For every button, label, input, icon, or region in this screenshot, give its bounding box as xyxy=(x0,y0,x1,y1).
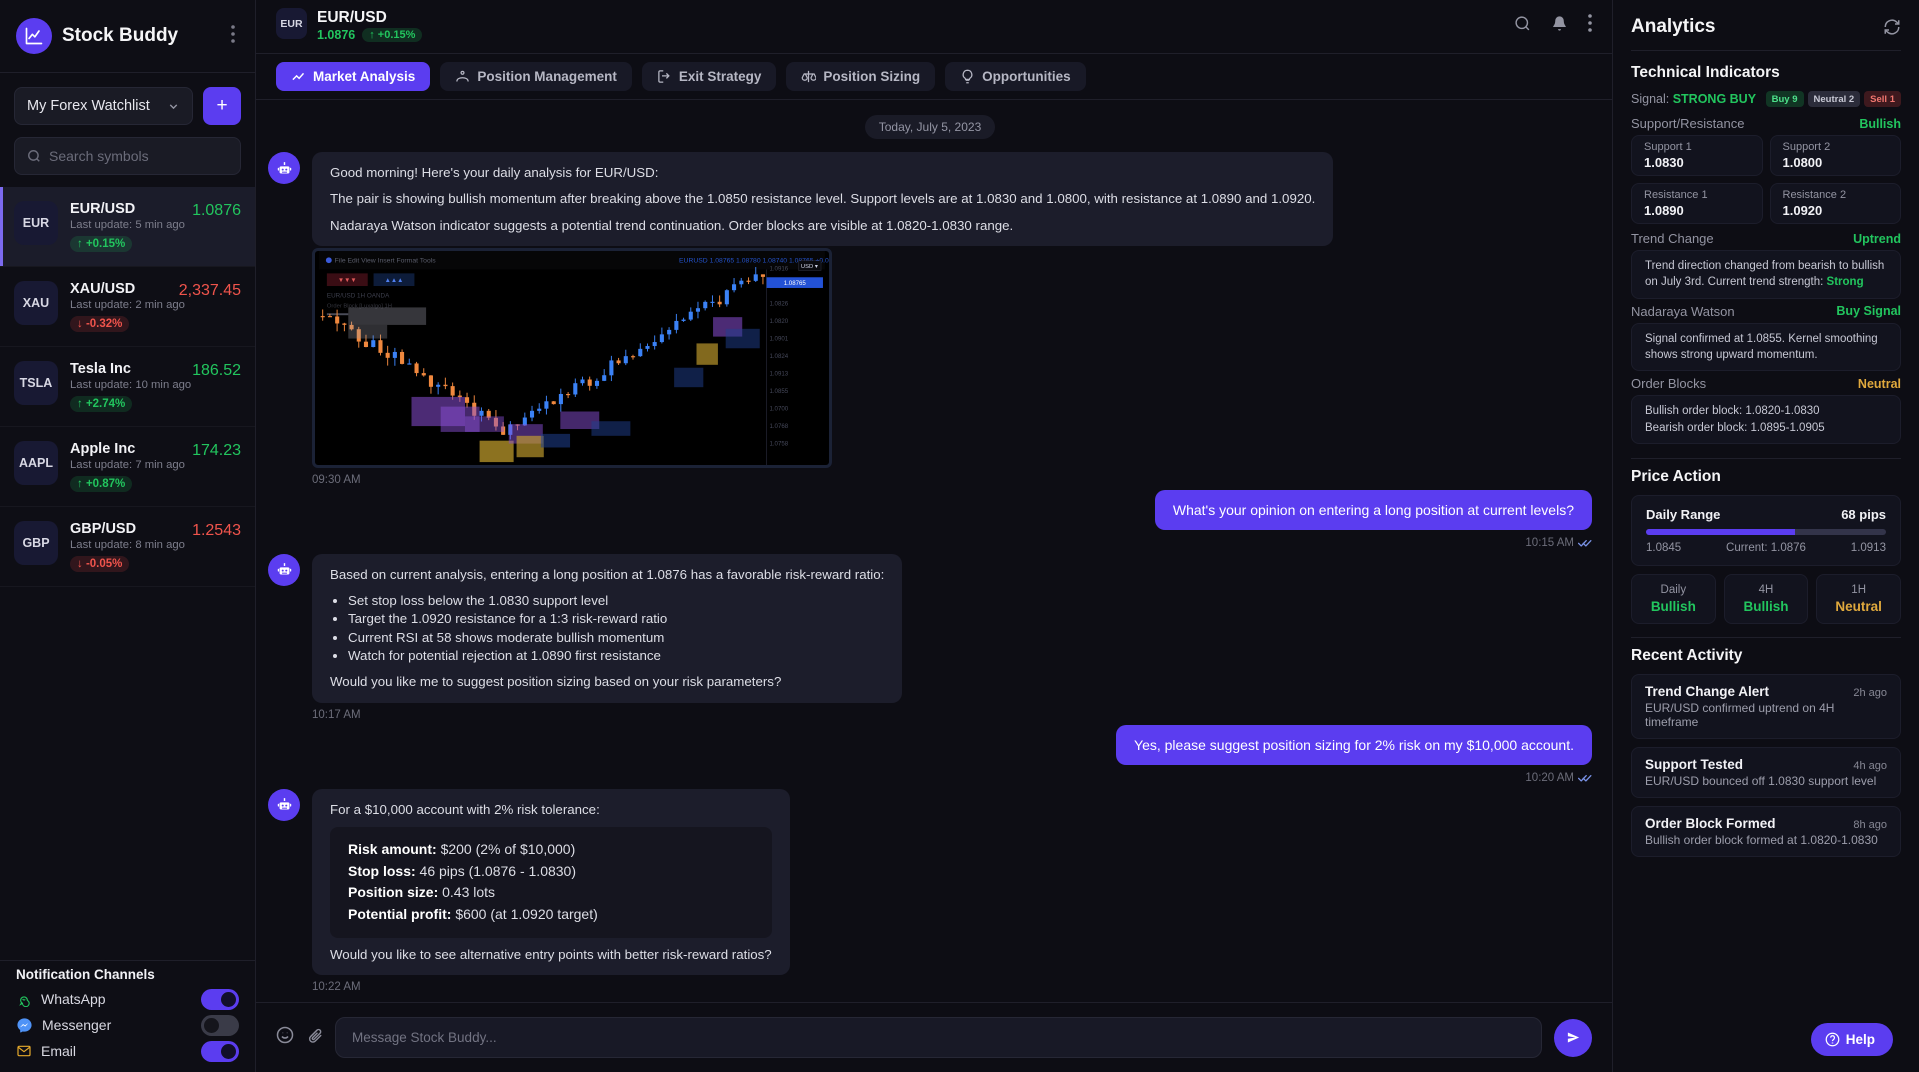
svg-text:1.0768: 1.0768 xyxy=(769,423,788,430)
svg-text:1.0855: 1.0855 xyxy=(769,388,788,395)
svg-text:1.0758: 1.0758 xyxy=(769,440,788,447)
svg-text:USD ▾: USD ▾ xyxy=(801,264,818,270)
svg-text:1.0901: 1.0901 xyxy=(769,335,788,342)
svg-text:File Edit View Insert Format T: File Edit View Insert Format Tools xyxy=(335,258,437,265)
svg-text:1.0916: 1.0916 xyxy=(769,265,788,272)
svg-text:1.0913: 1.0913 xyxy=(769,370,788,377)
svg-text:1.0820: 1.0820 xyxy=(769,318,788,325)
svg-text:▼▼▼: ▼▼▼ xyxy=(338,277,357,284)
svg-text:1.0700: 1.0700 xyxy=(769,405,788,412)
svg-text:1.0826: 1.0826 xyxy=(769,300,788,307)
svg-text:▲▲▲: ▲▲▲ xyxy=(385,277,404,284)
svg-text:1.0824: 1.0824 xyxy=(769,353,788,360)
svg-text:1.08765: 1.08765 xyxy=(784,280,807,287)
svg-text:EUR/USD 1H OANDA: EUR/USD 1H OANDA xyxy=(327,293,390,300)
